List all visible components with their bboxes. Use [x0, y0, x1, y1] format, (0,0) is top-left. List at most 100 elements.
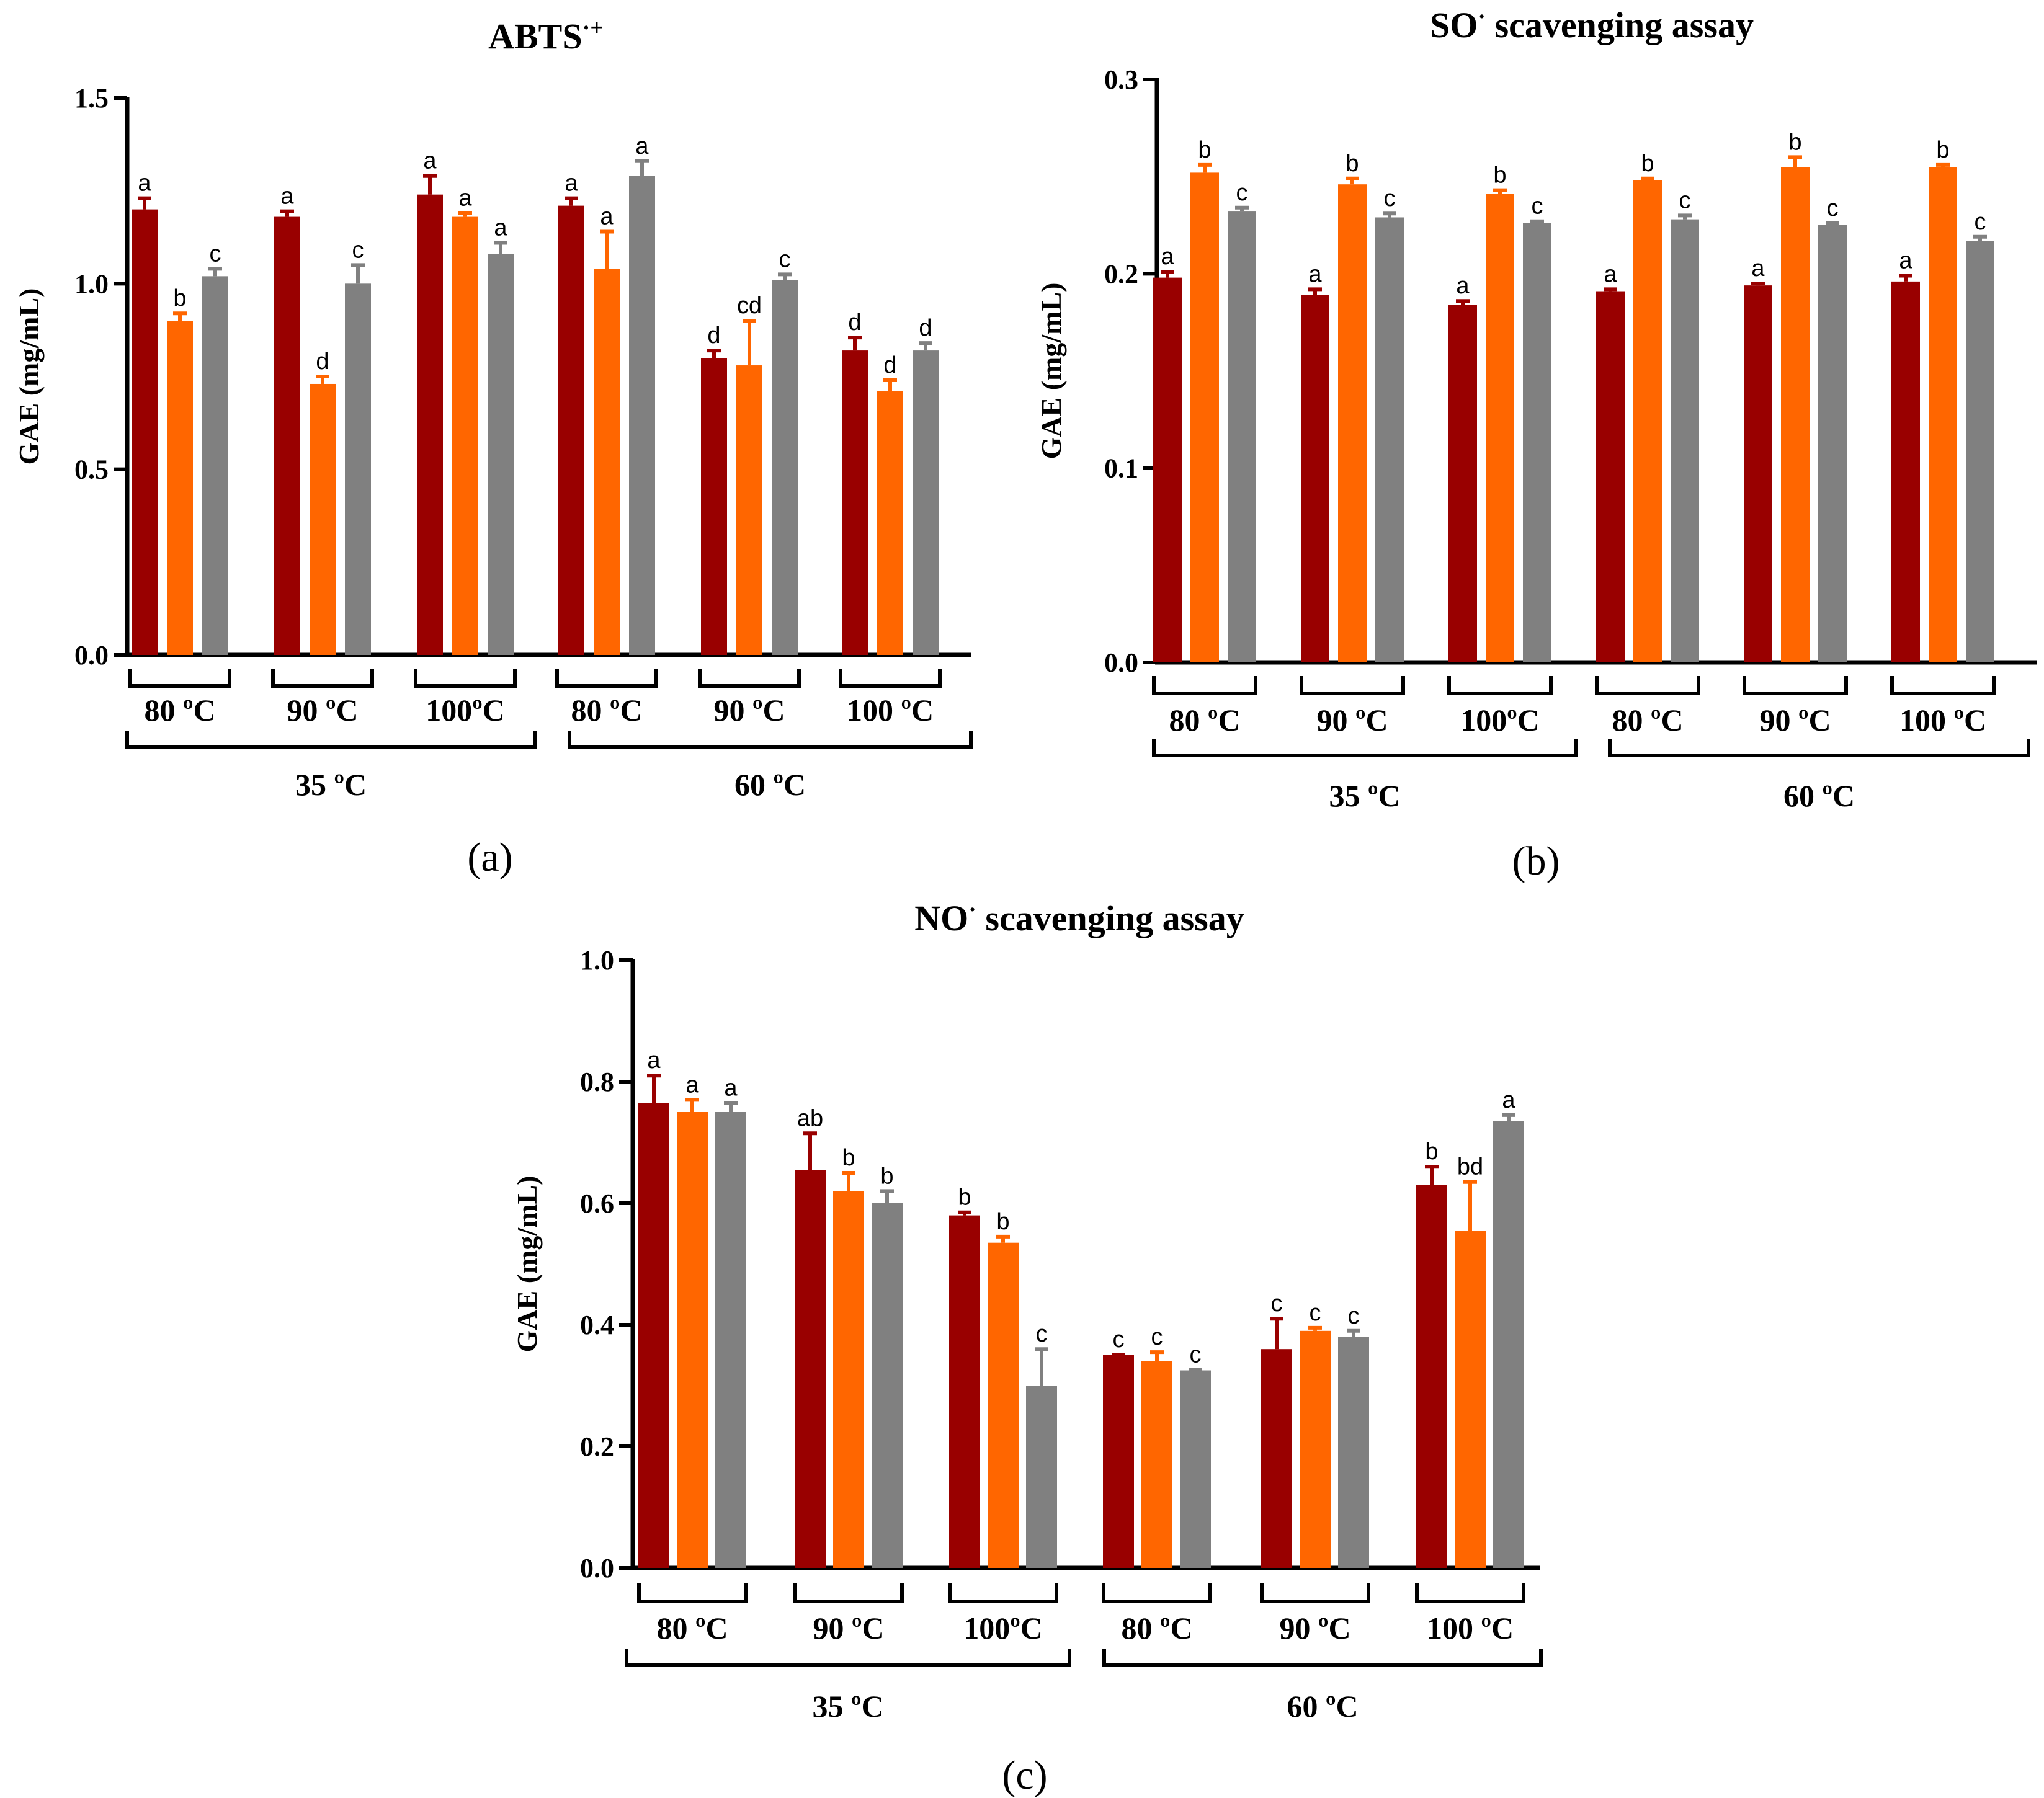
- bar: [594, 269, 620, 655]
- significance-label: b: [1788, 129, 1801, 155]
- bar: [1261, 1349, 1292, 1568]
- y-tick-label: 0.1: [1104, 453, 1138, 484]
- significance-label: d: [919, 315, 932, 341]
- bar: [1141, 1361, 1172, 1568]
- category-label: 100 ºC: [847, 693, 934, 728]
- significance-label: c: [1036, 1321, 1048, 1347]
- y-axis-label: GAE (mg/mL): [13, 288, 45, 465]
- significance-label: c: [1679, 187, 1691, 213]
- bar: [1448, 305, 1477, 662]
- significance-label: a: [600, 204, 614, 230]
- y-tick-label: 0.0: [580, 1553, 614, 1583]
- bar: [310, 384, 336, 655]
- group-label: 60 ºC: [1783, 778, 1855, 813]
- significance-label: cd: [737, 293, 762, 319]
- category-bracket: [416, 669, 515, 686]
- category-label: 90 ºC: [1279, 1611, 1350, 1645]
- significance-label: b: [880, 1163, 893, 1189]
- bar: [988, 1243, 1019, 1568]
- y-tick-label: 0.4: [580, 1310, 614, 1340]
- group-label: 35 ºC: [812, 1689, 883, 1724]
- bar: [1455, 1231, 1486, 1568]
- y-tick-label: 0.3: [1104, 65, 1138, 95]
- significance-label: a: [458, 185, 472, 211]
- significance-label: ab: [797, 1105, 823, 1131]
- y-tick-label: 0.0: [1104, 648, 1138, 678]
- y-tick-label: 1.0: [580, 945, 614, 976]
- chart-title: SO· scavenging assay: [1430, 4, 1754, 45]
- significance-label: b: [1936, 137, 1949, 163]
- category-label: 90 ºC: [713, 693, 785, 728]
- bar: [1228, 211, 1256, 662]
- category-bracket: [1417, 1583, 1524, 1601]
- category-label: 80 ºC: [1121, 1611, 1192, 1645]
- bar: [772, 280, 798, 655]
- bar: [638, 1103, 669, 1568]
- bar: [1190, 172, 1219, 662]
- category-bracket: [1449, 676, 1551, 693]
- category-label: 100ºC: [1460, 703, 1540, 737]
- bar: [1338, 184, 1367, 662]
- significance-label: b: [842, 1145, 855, 1171]
- category-bracket: [1154, 676, 1256, 693]
- significance-label: c: [1271, 1291, 1283, 1317]
- category-bracket: [1104, 1583, 1210, 1601]
- significance-label: c: [1151, 1324, 1163, 1350]
- significance-label: c: [779, 246, 791, 272]
- significance-label: a: [423, 148, 437, 174]
- category-bracket: [1597, 676, 1698, 693]
- category-bracket: [639, 1583, 746, 1601]
- bar: [1026, 1386, 1057, 1568]
- significance-label: b: [958, 1185, 971, 1211]
- bar: [132, 210, 158, 655]
- significance-label: c: [1975, 209, 1986, 235]
- significance-label: b: [1493, 162, 1506, 189]
- significance-label: c: [1827, 195, 1839, 221]
- bar: [1493, 1121, 1524, 1568]
- chart-panel-b: SO· scavenging assay 0.0 0.1 0.2 0.3 GAE (mg/…: [1035, 4, 2037, 884]
- category-bracket: [1262, 1583, 1368, 1601]
- y-axis-label: GAE (mg/mL): [1035, 283, 1067, 460]
- significance-label: c: [1384, 185, 1396, 211]
- significance-label: c: [1190, 1342, 1202, 1368]
- significance-label: a: [647, 1048, 661, 1074]
- group-label: 35 ºC: [1329, 778, 1400, 813]
- category-bracket: [1744, 676, 1846, 693]
- bar: [1671, 220, 1699, 662]
- bar: [167, 321, 193, 655]
- category-bracket: [130, 669, 230, 686]
- significance-label: b: [1425, 1139, 1438, 1165]
- y-tick-label: 1.0: [74, 269, 109, 299]
- panel-label: (a): [467, 835, 512, 880]
- bar: [877, 391, 903, 655]
- bar: [452, 217, 478, 655]
- y-tick-label: 0.0: [74, 640, 109, 670]
- significance-label: a: [494, 215, 507, 241]
- group-bracket: [1154, 739, 1576, 755]
- category-bracket: [795, 1583, 902, 1601]
- chart-title: ABTS·+: [488, 15, 604, 56]
- bar: [1633, 180, 1662, 662]
- category-label: 90 ºC: [1316, 703, 1388, 737]
- significance-label: c: [1113, 1327, 1125, 1353]
- panel-label: (b): [1512, 839, 1560, 884]
- bar: [202, 276, 228, 655]
- category-label: 100 ºC: [1427, 1611, 1514, 1645]
- group-bracket: [127, 731, 535, 747]
- group-label: 60 ºC: [734, 767, 806, 802]
- category-bracket: [557, 669, 656, 686]
- category-label: 80 ºC: [1169, 703, 1240, 737]
- bar: [1596, 292, 1625, 662]
- category-label: 90 ºC: [813, 1611, 884, 1645]
- bar: [1338, 1337, 1369, 1568]
- category-label: 100ºC: [426, 693, 505, 728]
- bar: [629, 176, 655, 655]
- bar: [795, 1170, 826, 1568]
- significance-label: c: [1532, 194, 1543, 220]
- significance-label: d: [883, 352, 896, 378]
- bar: [842, 350, 868, 655]
- significance-label: a: [1502, 1087, 1515, 1113]
- bar: [1966, 241, 1994, 662]
- group-bracket: [1610, 739, 2028, 755]
- chart-title: NO· scavenging assay: [914, 897, 1244, 938]
